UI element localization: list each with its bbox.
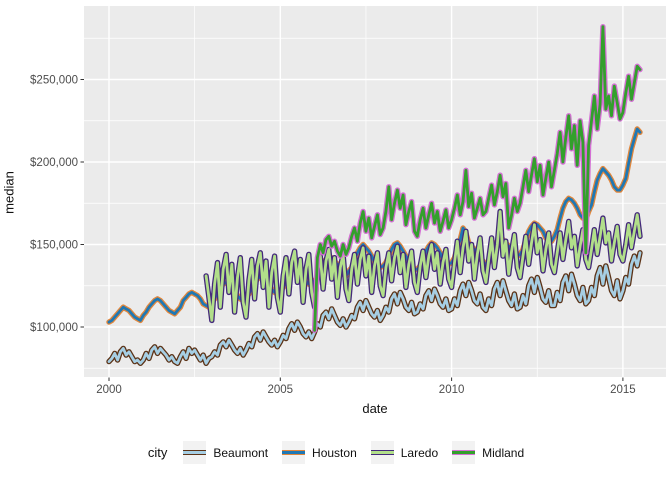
x-tick-label: 2005: [268, 384, 294, 396]
legend-key-line: [183, 451, 207, 454]
series-line-laredo: [204, 210, 642, 322]
y-axis-title: median: [1, 171, 17, 214]
x-axis-title: date: [362, 401, 388, 416]
x-tick-label: 2015: [610, 384, 636, 396]
legend-label: Beaumont: [213, 445, 269, 460]
legend-key-icon: [282, 441, 306, 464]
legend-key-line: [370, 451, 394, 454]
legend-label: Midland: [482, 445, 525, 460]
x-tick-label: 2000: [96, 384, 122, 396]
x-tick-label: 2010: [439, 384, 465, 396]
legend-item-laredo: Laredo: [370, 441, 439, 464]
legend-key-line: [452, 451, 476, 454]
y-tick-label: $250,000: [30, 75, 78, 87]
legend-item-midland: Midland: [452, 441, 524, 464]
legend-key-line: [282, 451, 306, 454]
legend-key-icon: [452, 441, 476, 464]
legend-key-icon: [183, 441, 207, 464]
y-tick-label: $150,000: [30, 240, 78, 252]
series-line-midland: [313, 25, 642, 332]
series-line-beaumont: [107, 251, 642, 365]
panel-background: [84, 6, 666, 377]
legend-label: Laredo: [400, 445, 439, 460]
y-tick-label: $100,000: [30, 322, 78, 334]
legend-key-icon: [370, 441, 394, 464]
legend-item-houston: Houston: [282, 441, 357, 464]
legend-title: city: [147, 445, 168, 460]
y-tick-label: $200,000: [30, 157, 78, 169]
legend: city Beaumont Houston Laredo Midland: [0, 441, 672, 464]
legend-label: Houston: [312, 445, 357, 460]
legend-item-beaumont: Beaumont: [183, 441, 268, 464]
